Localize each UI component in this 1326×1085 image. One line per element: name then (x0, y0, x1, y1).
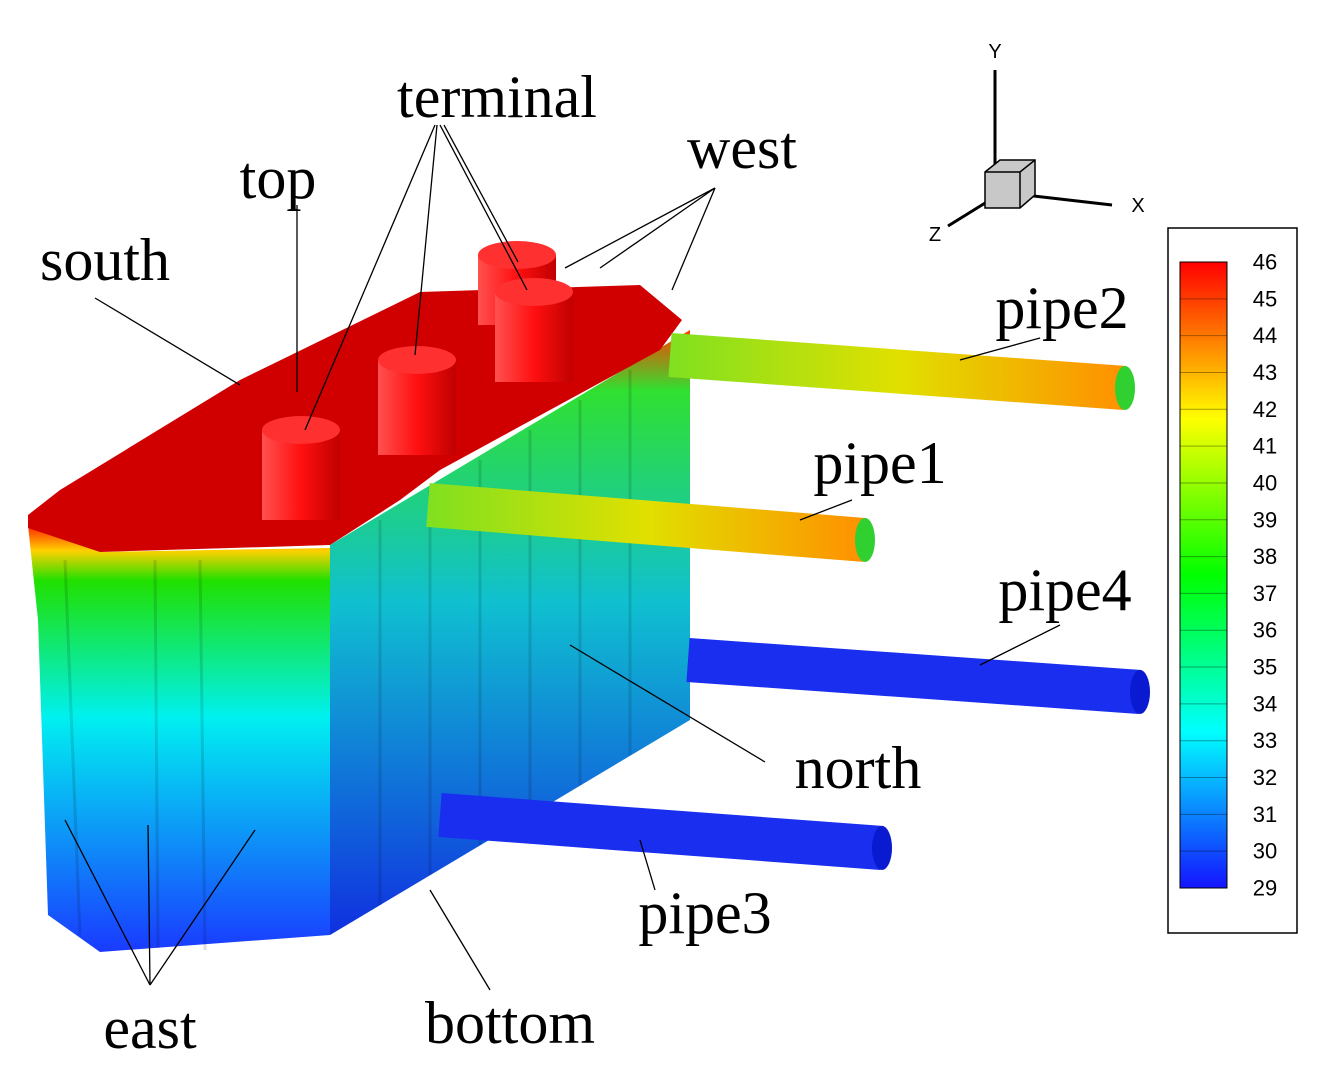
colorbar-tick-label: 46 (1253, 250, 1277, 275)
axis-label: Z (929, 224, 941, 246)
label: pipe2 (995, 275, 1128, 341)
colorbar-tick-label: 33 (1253, 728, 1277, 753)
axis-triad: Y X Z (929, 41, 1145, 246)
colorbar-tick-label: 42 (1253, 397, 1277, 422)
colorbar-tick-label: 29 (1253, 876, 1277, 901)
colorbar-tick-label: 34 (1253, 691, 1277, 716)
pipe2-end (1115, 366, 1135, 410)
labels: terminal top south west pipe2 pipe1 pipe… (40, 64, 1132, 1061)
label: south (40, 227, 170, 293)
colorbar-tick-label: 40 (1253, 470, 1277, 495)
east-face (28, 525, 330, 952)
colorbar-tick-label: 38 (1253, 544, 1277, 569)
pipe3-end (872, 826, 892, 870)
tank (28, 285, 690, 952)
axis-label: Y (988, 41, 1001, 63)
label: pipe1 (813, 430, 946, 496)
colorbar-tick-label: 36 (1253, 618, 1277, 643)
pipe4-end (1130, 670, 1150, 714)
north-face (330, 330, 690, 935)
pipe3-tube (438, 793, 884, 870)
label: east (103, 995, 197, 1061)
colorbar-tick-label: 30 (1253, 839, 1277, 864)
label: bottom (425, 990, 595, 1056)
pipes (426, 333, 1150, 870)
label: top (240, 145, 317, 211)
leader-lines (64, 124, 1061, 991)
colorbar-gradient (1179, 261, 1228, 889)
colorbar-tick-label: 31 (1253, 802, 1277, 827)
axis-label: X (1131, 195, 1144, 217)
colorbar-tick-label: 32 (1253, 765, 1277, 790)
colorbar-tick-label: 35 (1253, 655, 1277, 680)
pipe2-tube (668, 333, 1127, 410)
pipe1-tube (426, 483, 867, 562)
colorbar-tick-label: 41 (1253, 434, 1277, 459)
colorbar-tick-label: 45 (1253, 286, 1277, 311)
pipe4-tube (686, 638, 1142, 714)
label: west (687, 115, 797, 181)
colorbar-tick-label: 43 (1253, 360, 1277, 385)
colorbar-tick-label: 44 (1253, 323, 1277, 348)
colorbar-tick-label: 39 (1253, 507, 1277, 532)
pipe1-end (855, 518, 875, 562)
label: pipe4 (998, 557, 1131, 623)
label: north (795, 735, 922, 801)
colorbar: 29 30 31 32 33 34 35 36 37 38 39 40 41 42 43 44 45 46 (1179, 250, 1277, 901)
label: terminal (397, 64, 597, 130)
terminals (262, 241, 573, 520)
label: pipe3 (638, 880, 771, 946)
colorbar-tick-label: 37 (1253, 581, 1277, 606)
